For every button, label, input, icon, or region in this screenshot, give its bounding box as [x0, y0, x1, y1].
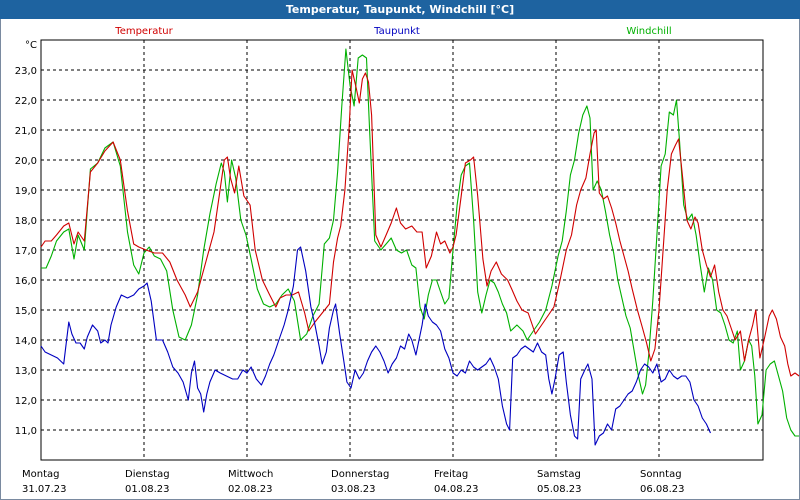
chart-title: Temperatur, Taupunkt, Windchill [°C]	[0, 0, 800, 19]
y-tick-label: 20,0	[15, 156, 37, 167]
x-tick-date: 06.08.23	[640, 484, 685, 495]
x-tick-date: 04.08.23	[434, 484, 479, 495]
x-tick-day: Sonntag	[640, 469, 682, 480]
legend-windchill: Windchill	[626, 26, 671, 37]
legend-temperatur: Temperatur	[114, 26, 173, 37]
x-tick-day: Mittwoch	[228, 469, 273, 480]
legend-taupunkt: Taupunkt	[373, 26, 420, 37]
y-tick-label: 16,0	[15, 276, 37, 287]
x-tick-date: 31.07.23	[22, 484, 67, 495]
y-tick-label: 17,0	[15, 246, 37, 257]
y-tick-label: 22,0	[15, 96, 37, 107]
y-tick-label: 18,0	[15, 216, 37, 227]
x-tick-date: 03.08.23	[331, 484, 376, 495]
x-tick-day: Dienstag	[125, 469, 170, 480]
y-unit-label: °C	[25, 40, 37, 51]
x-tick-date: 01.08.23	[125, 484, 170, 495]
x-tick-day: Freitag	[434, 469, 468, 480]
series-line-windchill	[41, 48, 800, 437]
x-tick-day: Montag	[22, 469, 59, 480]
y-tick-label: 11,0	[15, 426, 37, 437]
series-line-temperatur	[40, 69, 800, 377]
y-tick-label: 23,0	[15, 66, 37, 77]
x-tick-day: Samstag	[537, 469, 581, 480]
y-tick-label: 14,0	[15, 336, 37, 347]
x-tick-date: 02.08.23	[228, 484, 273, 495]
y-tick-label: 19,0	[15, 186, 37, 197]
x-tick-day: Donnerstag	[331, 469, 389, 480]
y-tick-label: 12,0	[15, 396, 37, 407]
y-tick-label: 13,0	[15, 366, 37, 377]
x-tick-date: 05.08.23	[537, 484, 582, 495]
series-line-taupunkt	[40, 246, 712, 446]
y-tick-label: 21,0	[15, 126, 37, 137]
y-tick-label: 15,0	[15, 306, 37, 317]
